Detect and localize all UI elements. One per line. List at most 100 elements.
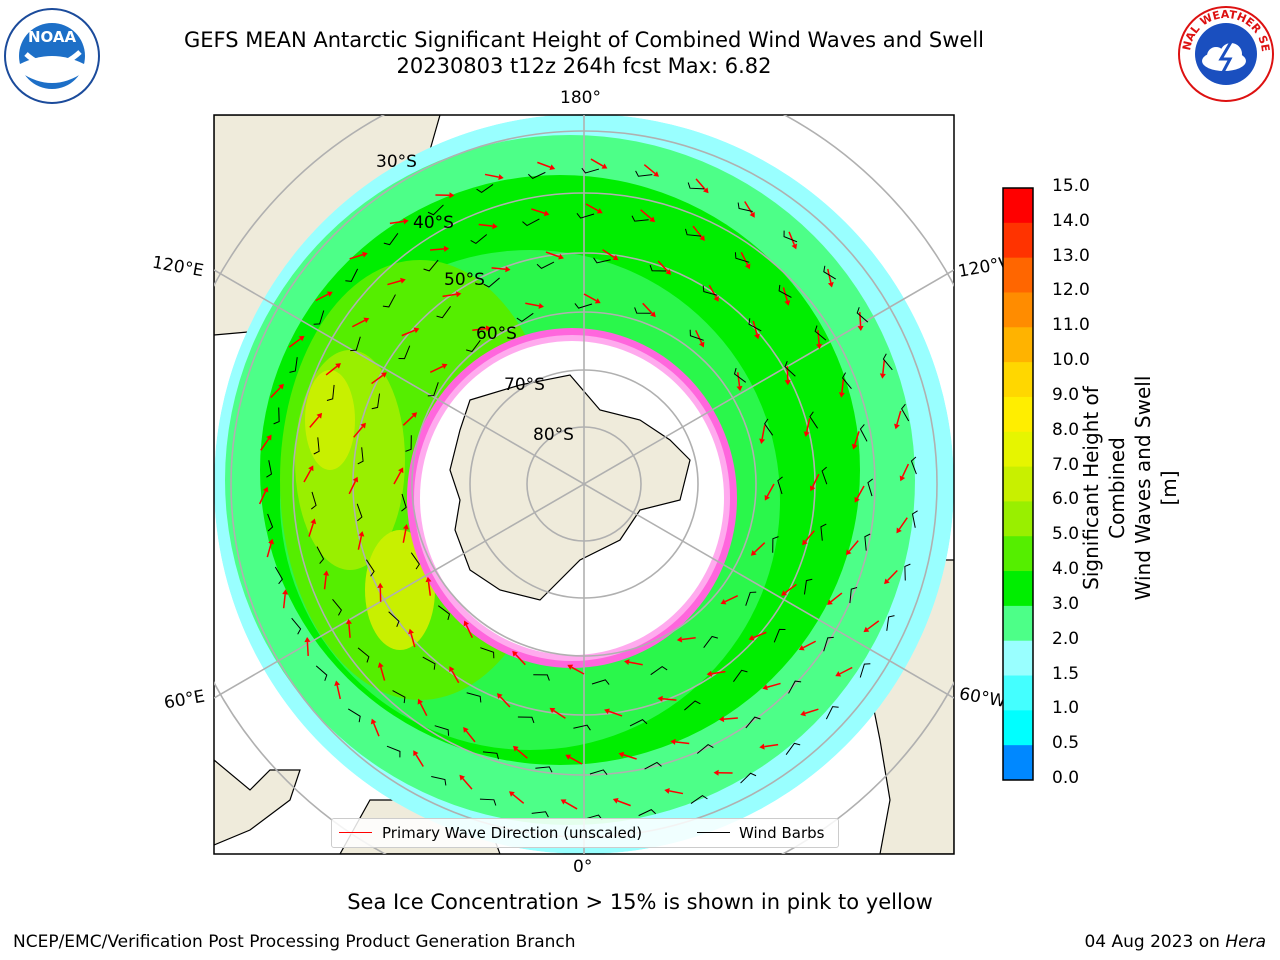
- wind-barb: [814, 325, 827, 341]
- wave-direction-arrow: [856, 485, 865, 499]
- wind-barb: [423, 259, 439, 272]
- wind-barb: [696, 743, 714, 754]
- wave-direction-arrowhead: [334, 680, 341, 686]
- wave-direction-arrow: [723, 717, 738, 720]
- wind-barb: [466, 692, 482, 703]
- wind-barb-swatch: [697, 832, 730, 833]
- wave-direction-arrowhead: [512, 745, 519, 752]
- wave-direction-arrow: [804, 530, 815, 542]
- wave-direction-arrowhead: [425, 576, 432, 583]
- wave-direction-arrowhead: [781, 590, 787, 596]
- antarctica-land: [449, 374, 691, 601]
- wind-barb: [480, 647, 495, 659]
- wave-direction-arrow: [867, 620, 880, 630]
- wave-direction-arrow: [349, 253, 364, 260]
- wave-direction-arrow: [380, 666, 386, 681]
- colorbar-tick-label: 15.0: [1052, 176, 1090, 196]
- wave-direction-arrowhead: [441, 363, 448, 370]
- colorbar-tick-label: 0.5: [1052, 733, 1080, 754]
- wave-direction-arrow: [442, 293, 457, 298]
- wind-barb: [784, 360, 796, 377]
- wave-direction-arrowhead: [358, 531, 365, 537]
- svg-text:NOAA: NOAA: [28, 28, 77, 46]
- wave-direction-arrowhead: [759, 438, 766, 444]
- wind-barb: [629, 719, 648, 727]
- wave-direction-swatch: [339, 832, 372, 833]
- colorbar-bin: [1003, 292, 1033, 328]
- wave-direction-arrow: [387, 280, 402, 286]
- wave-direction-arrow: [429, 365, 444, 373]
- wave-direction-arrowhead: [363, 317, 370, 324]
- wind-barb: [573, 724, 591, 731]
- wind-barb: [841, 372, 852, 390]
- wave-direction-arrow: [415, 754, 424, 767]
- wave-direction-arrow: [802, 640, 817, 649]
- colorbar-bin: [1003, 571, 1033, 607]
- wave-direction-arrowhead: [698, 341, 705, 348]
- wind-barb: [422, 656, 436, 670]
- wind-barb: [650, 666, 668, 676]
- wave-direction-arrow: [669, 790, 684, 795]
- wave-direction-arrowhead: [282, 589, 289, 595]
- wave-direction-arrowhead: [377, 662, 384, 668]
- wave-direction-arrowhead: [838, 392, 845, 398]
- wave-direction-arrowhead: [308, 465, 314, 472]
- wind-barb: [733, 368, 747, 383]
- wave-direction-arrow: [830, 592, 843, 603]
- wave-direction-arrowhead: [894, 423, 900, 430]
- wave-direction-arrowhead: [496, 693, 503, 699]
- wave-direction-arrowhead: [403, 218, 409, 225]
- wind-barb: [886, 615, 895, 631]
- wind-barb: [772, 536, 779, 553]
- wave-direction-arrow: [585, 203, 599, 212]
- wave-direction-arrowhead: [463, 620, 470, 627]
- wave-direction-arrow: [348, 623, 351, 638]
- wave-direction-arrow: [898, 517, 908, 530]
- wave-direction-arrow: [531, 208, 545, 214]
- wave-direction-arrowhead: [718, 716, 725, 723]
- colorbar-tick-label: 13.0: [1052, 245, 1090, 266]
- wind-barb: [634, 307, 651, 314]
- wave-direction-arrowhead: [748, 634, 755, 641]
- lat-label-40s: 40°S: [413, 213, 454, 233]
- wave-direction-arrow: [348, 480, 357, 495]
- wind-barb: [690, 794, 708, 804]
- wave-direction-arrow: [351, 319, 366, 328]
- wave-direction-arrow: [827, 268, 832, 283]
- wave-direction-arrow: [499, 696, 511, 708]
- wind-barb: [527, 171, 546, 179]
- wave-direction-arrowhead: [713, 769, 719, 776]
- colorbar-bin: [1003, 327, 1033, 363]
- wave-direction-arrow: [711, 670, 726, 675]
- lat-label-50s: 50°S: [444, 270, 485, 290]
- colorbar-bin: [1003, 396, 1033, 433]
- wave-direction-arrow: [465, 624, 473, 639]
- wave-direction-arrowhead: [612, 254, 619, 261]
- wind-barb: [536, 261, 555, 269]
- wave-direction-arrowhead: [857, 325, 864, 332]
- colorbar-bin: [1003, 222, 1033, 259]
- colorbar-tick-label: 2.0: [1052, 628, 1080, 649]
- wave-direction-arrowhead: [664, 787, 670, 794]
- wave-direction-arrow: [393, 471, 402, 485]
- wave-direction-arrow: [766, 682, 781, 688]
- wind-barb: [476, 184, 494, 194]
- wind-barb: [516, 312, 534, 322]
- wave-direction-arrowhead: [854, 496, 860, 503]
- wind-barb: [777, 476, 783, 495]
- wave-direction-arrow: [402, 415, 414, 426]
- wave-direction-arrow: [628, 661, 643, 666]
- wind-barb: [589, 769, 608, 775]
- wave-direction-arrow: [752, 631, 767, 639]
- wind-barb: [856, 307, 869, 323]
- wave-direction-arrowhead: [618, 751, 625, 758]
- wave-direction-arrowhead: [417, 698, 424, 705]
- wave-direction-arrowhead: [449, 666, 455, 673]
- wave-direction-arrow: [315, 293, 329, 302]
- wave-direction-arrowhead: [455, 291, 462, 298]
- wind-barb: [649, 264, 667, 272]
- wave-direction-arrowhead: [649, 216, 656, 223]
- wave-direction-arrowhead: [798, 644, 805, 651]
- wind-barb: [383, 233, 399, 246]
